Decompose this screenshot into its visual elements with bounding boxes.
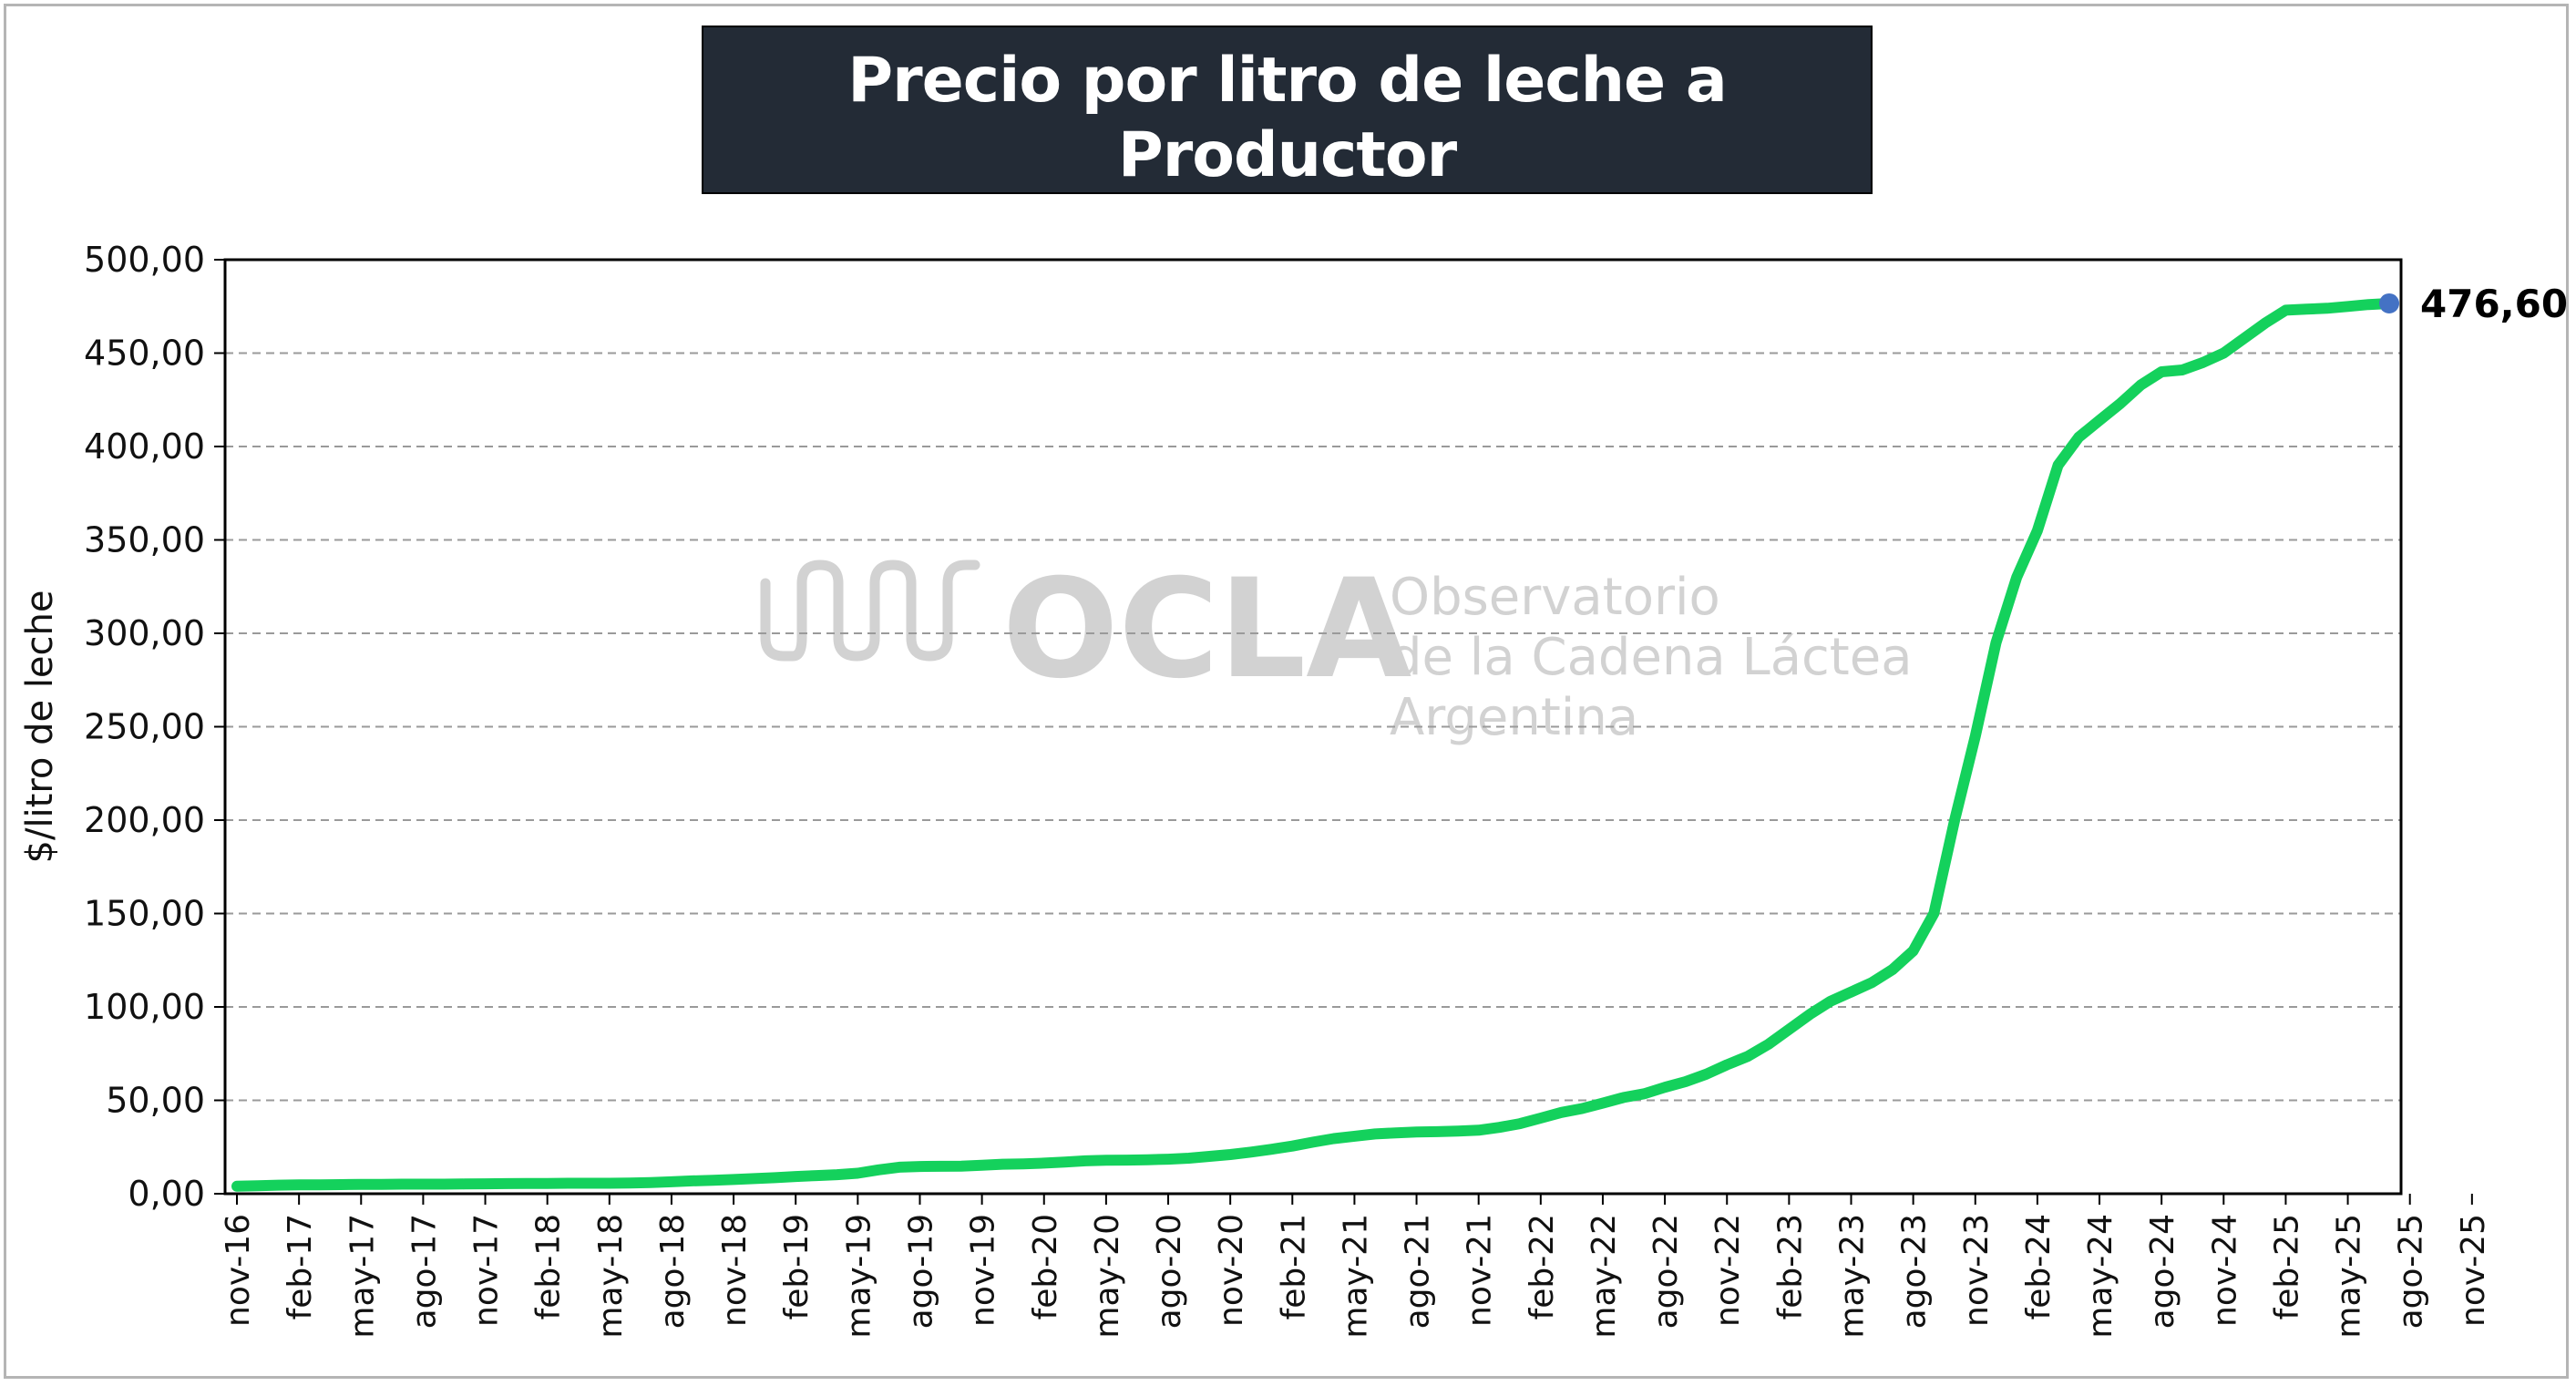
x-tick-label: nov-25 (2455, 1214, 2492, 1327)
x-tick-label: feb-24 (2020, 1214, 2058, 1319)
x-tick-label: ago-21 (1400, 1214, 1437, 1329)
ocla-logo-wave-icon (760, 560, 980, 662)
y-axis-title: $/litro de leche (19, 590, 61, 864)
title-box: Precio por litro de leche a Productor - … (702, 26, 1873, 241)
x-tick-label: nov-23 (1958, 1214, 1996, 1327)
x-tick-label: feb-25 (2268, 1214, 2305, 1319)
x-tick-label: nov-17 (468, 1214, 506, 1327)
y-tick-label: 400,00 (84, 426, 205, 467)
y-tick-label: 150,00 (84, 894, 205, 934)
x-tick-label: feb-22 (1524, 1214, 1561, 1319)
chart-title: Precio por litro de leche a Productor (847, 45, 1727, 191)
chart-subtitle: - SIGLeA Moneda Corriente - (1003, 194, 1571, 241)
y-tick-label: 50,00 (106, 1081, 205, 1121)
x-tick-label: may-24 (2082, 1214, 2119, 1339)
x-tick-label: nov-19 (965, 1214, 1002, 1327)
x-tick-label: ago-19 (902, 1214, 939, 1329)
y-tick-label: 500,00 (84, 240, 205, 280)
x-tick-label: nov-16 (220, 1214, 257, 1327)
x-tick-label: ago-17 (405, 1214, 443, 1329)
watermark-line-3: Argentina (1390, 688, 1638, 747)
y-tick-label: 350,00 (84, 520, 205, 560)
x-tick-label: may-17 (344, 1214, 381, 1339)
x-tick-label: feb-21 (1275, 1214, 1312, 1319)
y-tick-label: 450,00 (84, 334, 205, 374)
y-tick-label: 0,00 (128, 1174, 205, 1214)
x-tick-label: may-20 (1089, 1214, 1126, 1339)
x-tick-label: nov-20 (1213, 1214, 1250, 1327)
ocla-watermark: OCLA Observatorio de la Cadena Láctea Ar… (760, 550, 1913, 747)
y-tick-label: 300,00 (84, 613, 205, 653)
last-data-point (2379, 293, 2399, 313)
x-tick-label: ago-18 (654, 1214, 692, 1329)
x-tick-label: feb-23 (1771, 1214, 1809, 1319)
x-tick-label: feb-18 (530, 1214, 568, 1319)
x-axis: nov-16 feb-17 may-17 ago-17 nov-17 feb-18 may-… (220, 1194, 2492, 1339)
x-tick-label: ago-22 (1647, 1214, 1685, 1329)
watermark-line-1: Observatorio (1390, 568, 1720, 627)
x-tick-label: feb-17 (282, 1214, 319, 1319)
series-line (231, 298, 2395, 1192)
y-axis: 0,00 50,00 100,00 150,00 200,00 250,00 300,00 3… (84, 240, 225, 1214)
x-tick-label: may-19 (840, 1214, 877, 1339)
grid-lines (225, 352, 2401, 1102)
x-tick-label: feb-20 (1027, 1214, 1064, 1319)
x-tick-label: may-23 (1834, 1214, 1872, 1339)
x-tick-label: may-18 (592, 1214, 630, 1339)
x-tick-label: nov-22 (1709, 1214, 1747, 1327)
x-tick-label: nov-18 (716, 1214, 754, 1327)
x-tick-label: feb-19 (778, 1214, 816, 1319)
x-tick-label: may-21 (1337, 1214, 1374, 1339)
y-tick-label: 200,00 (84, 800, 205, 840)
y-tick-label: 100,00 (84, 987, 205, 1027)
x-tick-label: ago-25 (2393, 1214, 2430, 1329)
last-value-label: 476,60 (2420, 282, 2568, 326)
x-tick-label: may-25 (2331, 1214, 2368, 1339)
y-tick-label: 250,00 (84, 707, 205, 747)
x-tick-label: may-22 (1586, 1214, 1623, 1339)
x-tick-label: nov-24 (2206, 1214, 2243, 1327)
watermark-logo-text: OCLA (1002, 550, 1411, 709)
watermark-line-2: de la Cadena Láctea (1390, 628, 1913, 687)
x-tick-label: nov-21 (1462, 1214, 1499, 1327)
x-tick-label: ago-24 (2144, 1214, 2181, 1329)
x-tick-label: ago-23 (1896, 1214, 1934, 1329)
x-tick-label: ago-20 (1151, 1214, 1188, 1329)
